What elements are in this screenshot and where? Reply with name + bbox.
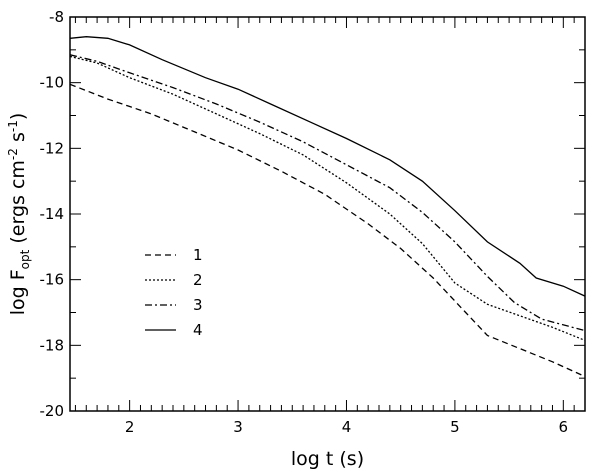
y-axis-label-pre: log F <box>7 269 29 315</box>
x-tick-label: 3 <box>233 418 243 436</box>
y-tick-label: -10 <box>40 74 65 92</box>
y-axis-label-sup1: -2 <box>6 148 20 160</box>
y-tick-label: -18 <box>40 336 65 354</box>
x-tick-label: 2 <box>125 418 135 436</box>
legend-label-1: 1 <box>193 246 203 264</box>
legend-label-3: 3 <box>193 296 203 314</box>
legend-label-2: 2 <box>193 271 203 289</box>
y-axis-label-mid2: s <box>7 132 29 148</box>
x-tick-label: 4 <box>342 418 352 436</box>
series-lines <box>70 36 585 378</box>
y-tick-label: -16 <box>40 271 65 289</box>
y-axis-label-sub: opt <box>18 249 32 269</box>
series-line-2 <box>70 55 585 342</box>
series-line-4 <box>70 36 585 297</box>
y-tick-label: -20 <box>40 402 65 420</box>
y-tick-label: -12 <box>40 139 65 157</box>
legend: 1 2 3 4 <box>145 246 203 339</box>
x-tick-label: 6 <box>559 418 569 436</box>
plot-frame <box>69 16 586 412</box>
y-axis-label-post: ) <box>7 113 29 120</box>
y-tick-label: -8 <box>49 8 64 26</box>
x-tick-label: 5 <box>450 418 460 436</box>
y-tick-label: -14 <box>40 205 65 223</box>
tick-labels: 2 3 4 5 6 -20 -18 -16 -14 -12 -10 -8 <box>40 8 569 436</box>
series-line-3 <box>70 54 585 332</box>
legend-label-4: 4 <box>193 321 203 339</box>
axis-ticks <box>70 16 586 412</box>
y-axis-label-sup2: -1 <box>6 120 20 132</box>
x-axis-label: log t (s) <box>291 448 364 470</box>
y-axis-label: log Fopt (ergs cm-2 s-1) <box>6 113 32 316</box>
series-line-1 <box>70 83 585 378</box>
y-axis-label-mid1: (ergs cm <box>7 160 29 250</box>
